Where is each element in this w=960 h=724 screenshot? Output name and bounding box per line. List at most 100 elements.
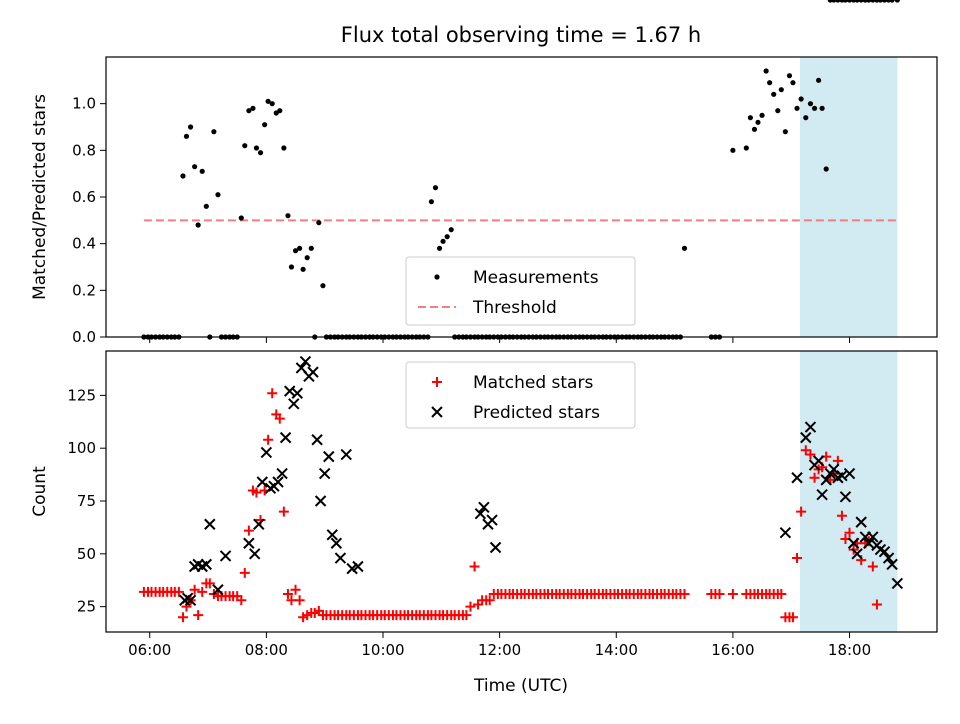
predicted-star-marker bbox=[867, 531, 879, 543]
matched-star-marker bbox=[484, 595, 495, 606]
matched-star-marker bbox=[805, 449, 816, 460]
predicted-star-marker bbox=[863, 537, 875, 549]
measurement-point bbox=[269, 101, 275, 107]
legend-label: Measurements bbox=[473, 268, 599, 288]
measurement-point bbox=[681, 245, 688, 251]
legend-label: Predicted stars bbox=[473, 403, 600, 423]
measurement-point bbox=[434, 274, 440, 280]
legend: Matched stars Predicted stars bbox=[405, 361, 636, 429]
measurement-point bbox=[444, 234, 450, 240]
y-axis-label: Matched/Predicted stars bbox=[30, 94, 50, 300]
predicted-star-marker bbox=[318, 467, 331, 480]
predicted-star-marker bbox=[800, 431, 812, 444]
measurement-point bbox=[448, 227, 454, 233]
measurement-point bbox=[300, 266, 306, 272]
matched-star-marker bbox=[267, 388, 278, 399]
predicted-star-marker bbox=[219, 550, 232, 562]
predicted-star-marker bbox=[204, 518, 216, 530]
x-tick-label: 16:00 bbox=[711, 641, 754, 659]
predicted-star-marker bbox=[851, 548, 863, 560]
matched-star-marker bbox=[189, 584, 200, 595]
predicted-star-marker bbox=[323, 450, 335, 463]
predicted-star-marker bbox=[804, 421, 817, 433]
measurement-point bbox=[297, 245, 303, 251]
y-tick-label: 0.0 bbox=[72, 328, 96, 346]
measurement-point bbox=[195, 222, 201, 228]
predicted-star-marker bbox=[843, 467, 856, 480]
matched-star-marker bbox=[844, 527, 855, 538]
predicted-star-marker bbox=[276, 467, 288, 480]
matched-star-marker bbox=[809, 472, 820, 483]
matched-star-marker bbox=[465, 601, 476, 612]
measurement-point bbox=[751, 126, 758, 132]
x-tick-label: 14:00 bbox=[595, 641, 638, 659]
measurement-point bbox=[304, 255, 310, 261]
measurement-point bbox=[428, 199, 435, 205]
predicted-star-marker bbox=[828, 463, 840, 476]
measurement-point bbox=[285, 213, 291, 219]
matched-star-marker bbox=[727, 588, 738, 599]
matched-star-marker bbox=[278, 506, 289, 517]
y-tick-label: 0.2 bbox=[72, 281, 96, 299]
measurement-point bbox=[436, 245, 443, 251]
measurement-point bbox=[755, 119, 761, 125]
y-tick-label: 75 bbox=[77, 492, 96, 510]
measurement-point bbox=[866, 0, 872, 3]
measurement-point bbox=[831, 0, 837, 3]
matched-star-marker bbox=[776, 588, 787, 599]
measurement-point bbox=[835, 0, 841, 3]
measurement-point bbox=[440, 238, 446, 244]
measurement-point bbox=[265, 98, 271, 104]
measurement-point bbox=[790, 80, 796, 86]
measurement-point bbox=[823, 166, 829, 172]
predicted-star-marker bbox=[279, 431, 292, 444]
measurement-point bbox=[771, 91, 777, 97]
measurement-point bbox=[215, 192, 221, 198]
measurement-point bbox=[187, 124, 194, 130]
chart-title: Flux total observing time = 1.67 h bbox=[341, 23, 701, 47]
matched-star-marker bbox=[469, 561, 480, 572]
predicted-star-marker bbox=[791, 472, 803, 484]
series-dot bbox=[141, 0, 900, 340]
measurement-point bbox=[246, 108, 252, 114]
predicted-star-marker bbox=[474, 507, 487, 520]
measurement-point bbox=[320, 283, 326, 289]
measurement-point bbox=[743, 145, 749, 151]
predicted-star-marker bbox=[299, 355, 312, 368]
measurement-point bbox=[253, 145, 260, 151]
predicted-star-marker bbox=[855, 516, 867, 528]
predicted-star-marker bbox=[352, 560, 364, 573]
predicted-star-marker bbox=[779, 526, 792, 539]
measurement-point bbox=[811, 105, 818, 111]
matched-star-marker bbox=[461, 610, 472, 621]
matched-star-marker bbox=[243, 525, 254, 536]
x-tick-label: 18:00 bbox=[828, 641, 871, 659]
matched-star-marker bbox=[173, 586, 184, 597]
predicted-star-marker bbox=[253, 518, 265, 530]
y-tick-label: 0.8 bbox=[72, 141, 96, 159]
highlight-band bbox=[799, 57, 898, 337]
measurement-point bbox=[180, 173, 186, 179]
predicted-star-marker bbox=[184, 594, 197, 607]
measurement-point bbox=[778, 87, 784, 93]
measurement-point bbox=[786, 73, 793, 79]
measurement-point bbox=[807, 101, 814, 107]
legend: Measurements Threshold bbox=[405, 256, 636, 326]
measurement-point bbox=[877, 0, 884, 3]
count-panel: 06:00 08:00 10:00 12:00 14:00 16:00 18:00 25 50 7… bbox=[30, 351, 938, 659]
matched-star-marker bbox=[236, 595, 247, 606]
predicted-star-marker bbox=[891, 577, 904, 590]
predicted-star-marker bbox=[878, 546, 891, 558]
matched-star-marker bbox=[251, 487, 262, 498]
predicted-star-marker bbox=[272, 476, 284, 488]
predicted-star-marker bbox=[820, 474, 832, 486]
predicted-star-marker bbox=[260, 446, 273, 459]
predicted-star-marker bbox=[311, 434, 323, 446]
matched-star-marker bbox=[274, 413, 285, 424]
x-tick-label: 12:00 bbox=[478, 641, 521, 659]
predicted-star-marker bbox=[248, 548, 261, 560]
series-plus bbox=[139, 388, 882, 623]
series-x bbox=[179, 355, 904, 607]
measurement-point bbox=[183, 133, 190, 139]
matched-star-marker bbox=[679, 588, 690, 599]
